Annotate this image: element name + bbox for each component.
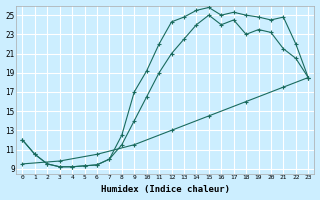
X-axis label: Humidex (Indice chaleur): Humidex (Indice chaleur) (101, 185, 230, 194)
